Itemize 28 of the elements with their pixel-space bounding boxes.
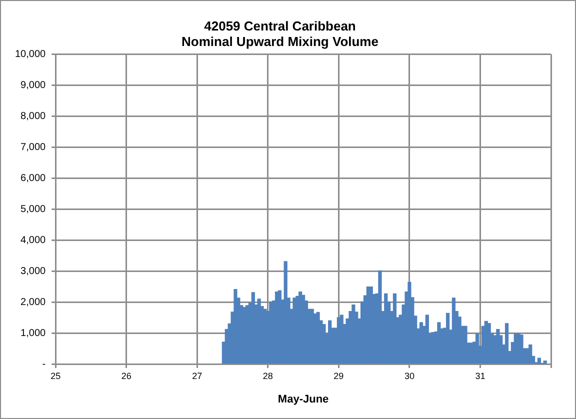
x-tick-label: 29 (334, 370, 344, 381)
bar (528, 344, 532, 364)
y-tick-label: 10,000 (14, 48, 46, 60)
x-tick-label: 30 (404, 370, 414, 381)
x-axis-title: May-June (278, 393, 329, 406)
y-tick-label: 9,000 (20, 80, 46, 91)
x-tick-label: 25 (50, 370, 61, 381)
x-tick-label: 28 (262, 370, 273, 381)
chart-title: 42059 Central Caribbean (204, 18, 356, 34)
chart-subtitle: Nominal Upward Mixing Volume (182, 34, 378, 49)
y-tick-label: 8,000 (20, 110, 46, 122)
x-tick-label: 31 (475, 370, 486, 381)
bar (378, 270, 382, 364)
bar (464, 326, 468, 364)
y-tick-label: 7,000 (20, 142, 46, 153)
y-tick-label: 6,000 (20, 172, 46, 184)
bar (537, 358, 542, 364)
x-tick-label: 26 (121, 370, 132, 381)
y-tick-label: 4,000 (20, 234, 46, 246)
y-tick-label: - (42, 358, 46, 370)
y-tick-label: 5,000 (20, 204, 46, 215)
y-tick-label: 3,000 (20, 266, 46, 277)
bar (520, 334, 524, 364)
x-tick-label: 27 (192, 370, 202, 381)
bar (504, 323, 509, 364)
bar (543, 360, 547, 364)
y-tick-label: 1,000 (20, 328, 46, 339)
y-tick-label: 2,000 (20, 296, 46, 308)
